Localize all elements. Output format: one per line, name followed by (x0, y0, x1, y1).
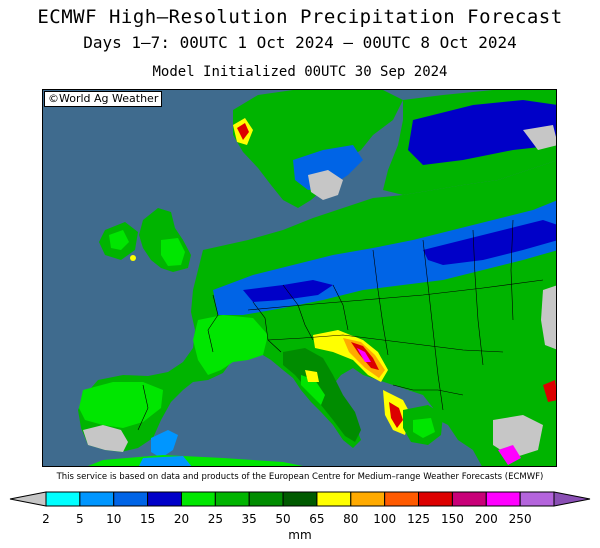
legend-units: mm (288, 528, 312, 542)
ireland-light (109, 230, 129, 250)
legend-swatch (418, 491, 453, 507)
legend-swatch (214, 491, 250, 507)
wales-heavy-spot (130, 255, 136, 261)
legend-tick-label: 20 (173, 512, 190, 526)
great-britain-light (161, 238, 185, 266)
adriatic-coast-magenta (357, 348, 371, 362)
legend-tick-label: 200 (474, 512, 498, 526)
legend-tick-label: 25 (207, 512, 223, 526)
legend-swatch (248, 491, 284, 507)
east-europe-deep-blue (423, 220, 556, 265)
iberia-east-blue (151, 430, 178, 458)
legend-tick-label: 50 (275, 512, 291, 526)
southeast-heavy-red (543, 380, 556, 402)
legend-tick-label: 150 (440, 512, 464, 526)
legend-swatch (451, 491, 487, 507)
legend-swatch (316, 491, 352, 507)
legend-tick-label: 15 (139, 512, 156, 526)
legend-swatch (282, 491, 318, 507)
norway-coast-extreme (237, 123, 249, 140)
greece-light (413, 418, 435, 438)
forecast-period: Days 1–7: 00UTC 1 Oct 2024 – 00UTC 8 Oct… (83, 33, 517, 52)
model-init-time: Model Initialized 00UTC 30 Sep 2024 (152, 64, 448, 80)
france-light-green (193, 315, 268, 375)
legend-swatch (350, 491, 386, 507)
east-dry-right (541, 285, 556, 350)
landmass-scandinavia (233, 90, 403, 208)
northeast-dry (523, 125, 556, 150)
legend-tick-label: 65 (309, 512, 325, 526)
map-title: ECMWF High–Resolution Precipitation Fore… (37, 6, 563, 28)
balkans-red (389, 402, 403, 428)
legend-swatch (45, 491, 81, 507)
legend-tick-label: 125 (407, 512, 430, 526)
data-source-disclaimer: This service is based on data and produc… (56, 472, 544, 482)
legend-swatch (147, 491, 182, 507)
legend-tick-label: 10 (106, 512, 122, 526)
color-legend-bar (9, 491, 591, 507)
country-borders (137, 219, 544, 431)
central-europe-deep-blue (243, 280, 333, 302)
north-africa-blue (139, 456, 192, 466)
turkey-dry (493, 415, 543, 458)
legend-tick-label: 2 (42, 512, 50, 526)
northeast-blue-band (408, 100, 556, 165)
legend-swatch (485, 491, 521, 507)
legend-swatch (79, 491, 115, 507)
legend-swatch (113, 491, 149, 507)
legend-tick-label: 35 (241, 512, 257, 526)
legend-tick-label: 5 (76, 512, 84, 526)
italy-yellow-spot (305, 370, 319, 382)
italy-light (301, 375, 325, 405)
legend-swatch (180, 491, 216, 507)
legend-low-arrow (9, 491, 47, 507)
map-canvas (43, 90, 556, 466)
legend-tick-labels: 2 5 10 15 20 25 35 50 65 80 100 125 150 200 250 (0, 512, 600, 528)
iberia-dry-region (83, 425, 128, 452)
credit-label: ©World Ag Weather (44, 91, 163, 107)
legend-tick-label: 100 (373, 512, 397, 526)
legend-high-arrow (553, 491, 591, 507)
legend-swatch (384, 491, 420, 507)
legend-tick-label: 80 (343, 512, 359, 526)
legend-swatch (519, 491, 555, 507)
legend-tick-label: 250 (508, 512, 532, 526)
iberia-light-rain (79, 382, 163, 428)
southeast-magenta (498, 445, 521, 465)
precipitation-map (42, 89, 557, 467)
sweden-dry (308, 170, 343, 200)
